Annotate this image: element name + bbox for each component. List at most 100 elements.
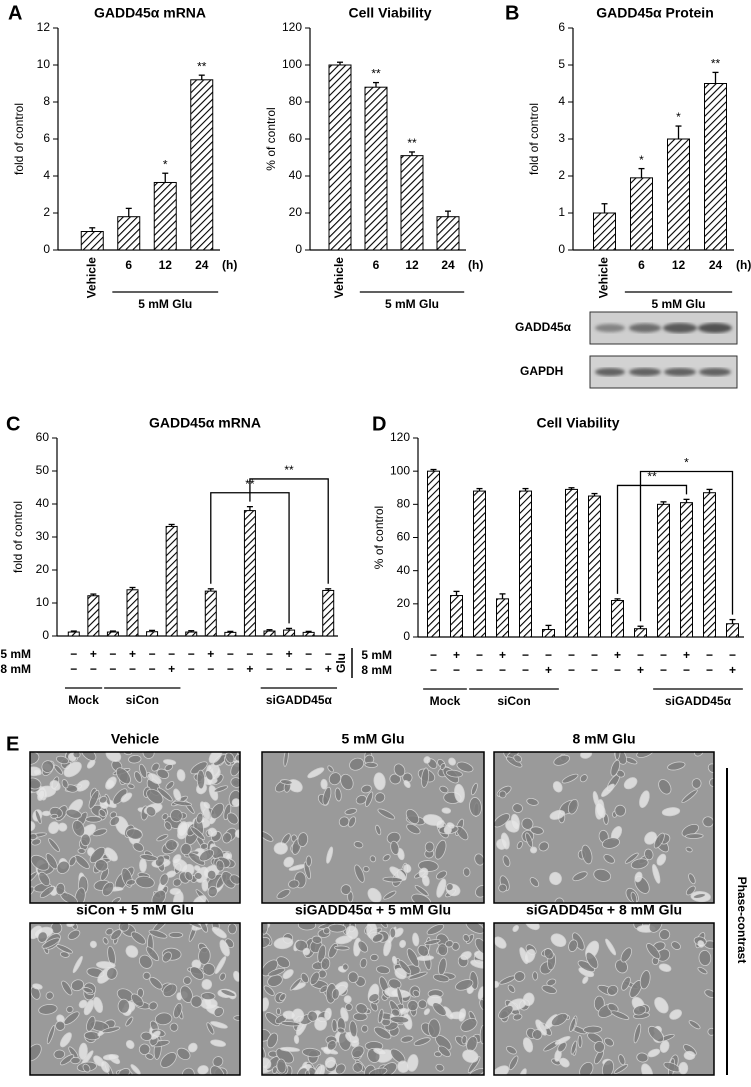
cell [569, 1017, 577, 1032]
cell [400, 1035, 414, 1043]
treatment-sign: − [266, 662, 273, 676]
treatment-sign: − [188, 647, 195, 661]
cell [405, 809, 420, 824]
cell [659, 929, 671, 941]
cell [389, 866, 407, 881]
cell [435, 819, 445, 829]
cell [68, 856, 77, 867]
cell [661, 807, 681, 817]
cell [38, 871, 51, 887]
cell [585, 951, 599, 969]
cell [553, 754, 571, 766]
cell [77, 848, 86, 854]
bar [473, 490, 486, 638]
y-tick-label: 2 [43, 205, 50, 219]
treatment-sign: − [430, 648, 437, 662]
cell [323, 927, 331, 935]
cell [199, 849, 215, 862]
cell [106, 967, 118, 980]
cell-texture [262, 923, 484, 1075]
cell [354, 864, 365, 883]
cell [421, 874, 430, 887]
cell [49, 780, 61, 791]
cell [138, 954, 153, 969]
cell [512, 924, 519, 933]
cell [522, 1037, 534, 1053]
error-bar [638, 167, 645, 178]
micrograph-frame [261, 922, 485, 1076]
cell [352, 1012, 368, 1022]
cell [234, 829, 240, 839]
x-tick-label: 12 [159, 258, 173, 272]
cell [388, 978, 402, 990]
cell [151, 762, 160, 772]
cell [435, 1063, 445, 1072]
error-bar [325, 588, 332, 591]
cell [176, 769, 186, 782]
cell [213, 1006, 224, 1017]
treatment-sign: − [188, 662, 195, 676]
y-tick-label: 100 [282, 57, 302, 71]
cell [644, 831, 658, 845]
cell [172, 878, 182, 887]
cell [507, 984, 516, 993]
treatment-sign: − [545, 648, 552, 662]
y-tick-label: 80 [289, 94, 303, 108]
cell [102, 937, 109, 945]
significance-bracket [249, 478, 329, 584]
y-tick-label: 20 [397, 596, 411, 610]
cell [469, 797, 482, 817]
cell [525, 923, 540, 931]
cell [207, 885, 218, 898]
significance: * [676, 110, 681, 124]
cell [551, 1012, 568, 1027]
cell [30, 886, 35, 896]
error-bar [660, 501, 667, 505]
cell [634, 871, 643, 883]
treatment-sign: + [129, 647, 136, 661]
cell [593, 1041, 606, 1053]
cell [331, 1019, 338, 1033]
bar [703, 492, 716, 638]
cell [282, 969, 294, 980]
x-tick-label: 6 [373, 258, 380, 272]
x-tick-label: 24 [709, 258, 723, 272]
cell [470, 782, 478, 796]
cell [494, 936, 507, 949]
cell [685, 885, 696, 896]
cell [373, 1026, 392, 1040]
bar [87, 595, 100, 637]
error-bar [90, 593, 97, 596]
cell [691, 778, 702, 789]
cell [543, 948, 554, 960]
treatment-sign: + [168, 662, 175, 676]
side-label: Phase-contrast [735, 877, 749, 964]
cell [498, 883, 508, 893]
cell [207, 827, 218, 837]
cell [126, 879, 136, 886]
treatment-sign: − [286, 662, 293, 676]
x-unit: (h) [468, 258, 483, 272]
cell [494, 1065, 510, 1075]
error-bar [149, 629, 156, 632]
treatment-sign: + [246, 662, 253, 676]
bar [588, 495, 601, 638]
cell-texture [262, 752, 484, 903]
cell [413, 1037, 431, 1046]
error-bar [266, 629, 273, 632]
cell [658, 963, 672, 972]
cell [139, 854, 158, 862]
cell [96, 961, 116, 970]
error-bar [601, 203, 608, 213]
cell [368, 993, 380, 1003]
treatment-sign: − [499, 663, 506, 677]
cell [280, 779, 293, 785]
cell [142, 971, 151, 980]
cell [276, 1058, 287, 1074]
cell [362, 865, 370, 873]
cell [70, 1056, 81, 1065]
cell-texture [494, 752, 714, 903]
cell [439, 763, 446, 770]
cell [621, 976, 631, 991]
cell [437, 943, 449, 957]
